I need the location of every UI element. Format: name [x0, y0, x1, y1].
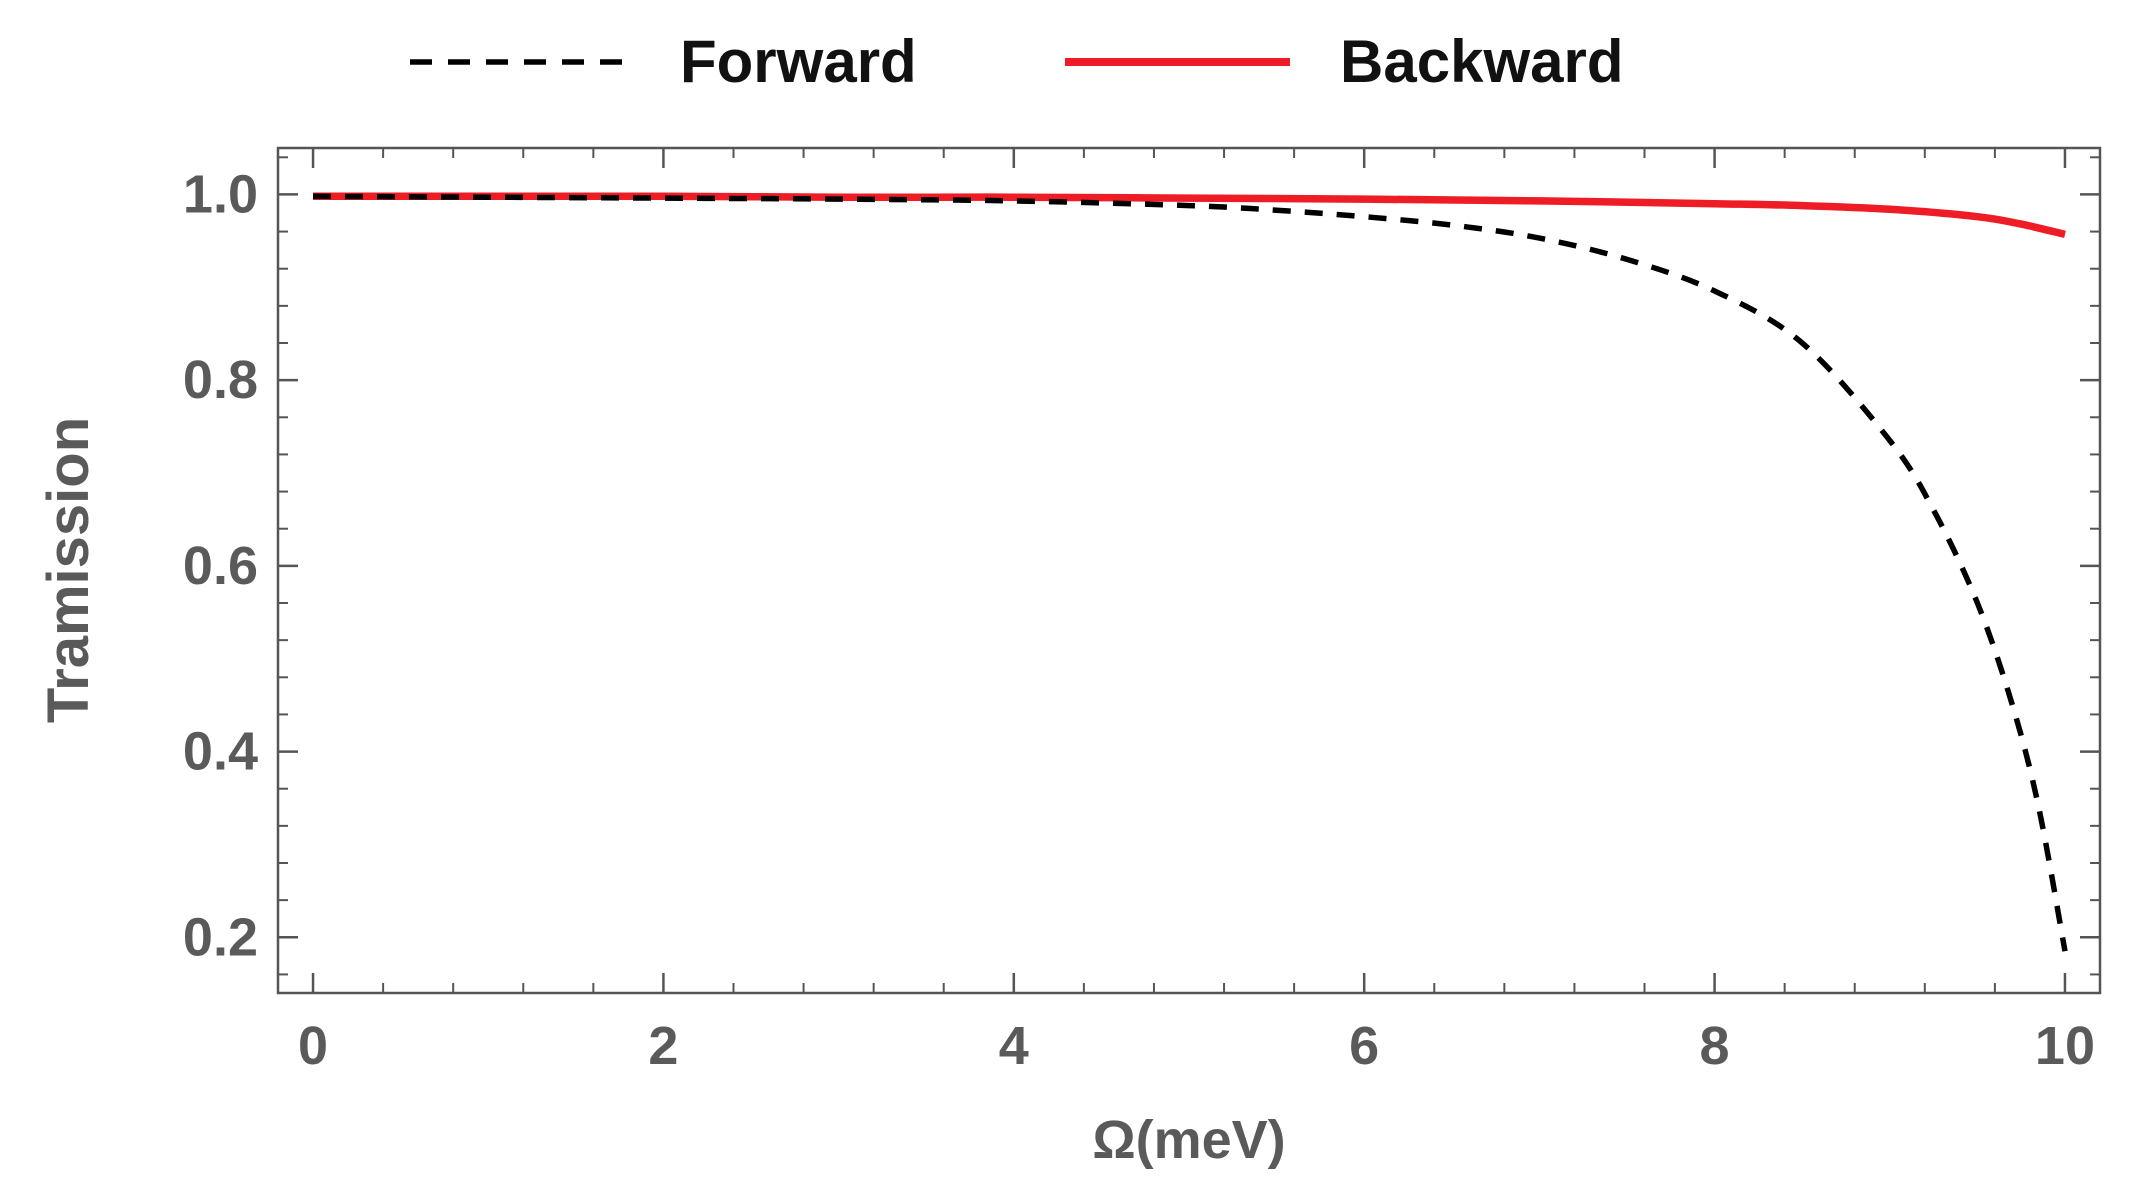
- y-axis-label: Tramission: [36, 417, 101, 723]
- legend: Forward Backward: [410, 28, 1623, 95]
- series-line-backward: [313, 192, 2066, 239]
- series-layer: [312, 192, 2068, 952]
- y-tick-label: 0.4: [183, 722, 258, 782]
- y-tick-label: 0.2: [183, 907, 258, 967]
- axis-ticks: [278, 148, 2100, 993]
- x-tick-label: 6: [1349, 1016, 1379, 1076]
- x-tick-label: 2: [648, 1016, 678, 1076]
- x-tick-label: 8: [1700, 1016, 1730, 1076]
- legend-label-backward: Backward: [1340, 28, 1623, 95]
- y-tick-label: 0.6: [183, 536, 258, 596]
- series-line-forward: [312, 193, 2068, 952]
- legend-label-forward: Forward: [680, 28, 917, 95]
- y-tick-label: 1.0: [183, 164, 258, 224]
- y-tick-label: 0.8: [183, 350, 258, 410]
- x-tick-label: 4: [999, 1016, 1029, 1076]
- x-tick-label: 10: [2035, 1016, 2095, 1076]
- axis-tick-labels: 0 2 4 6 8 10 0.2 0.4 0.6 0.8 1.0: [183, 164, 2095, 1076]
- x-axis-label: Ω(meV): [1092, 1110, 1285, 1170]
- x-tick-label: 0: [298, 1016, 328, 1076]
- plot-frame: [276, 146, 2102, 995]
